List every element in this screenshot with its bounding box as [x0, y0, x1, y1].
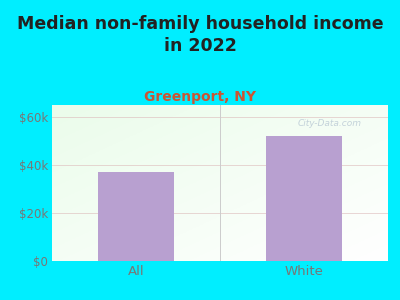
Text: Greenport, NY: Greenport, NY [144, 90, 256, 104]
Bar [266, 136, 342, 261]
Text: Median non-family household income
in 2022: Median non-family household income in 20… [17, 15, 383, 55]
Bar [98, 172, 174, 261]
Text: City-Data.com: City-Data.com [297, 119, 361, 128]
